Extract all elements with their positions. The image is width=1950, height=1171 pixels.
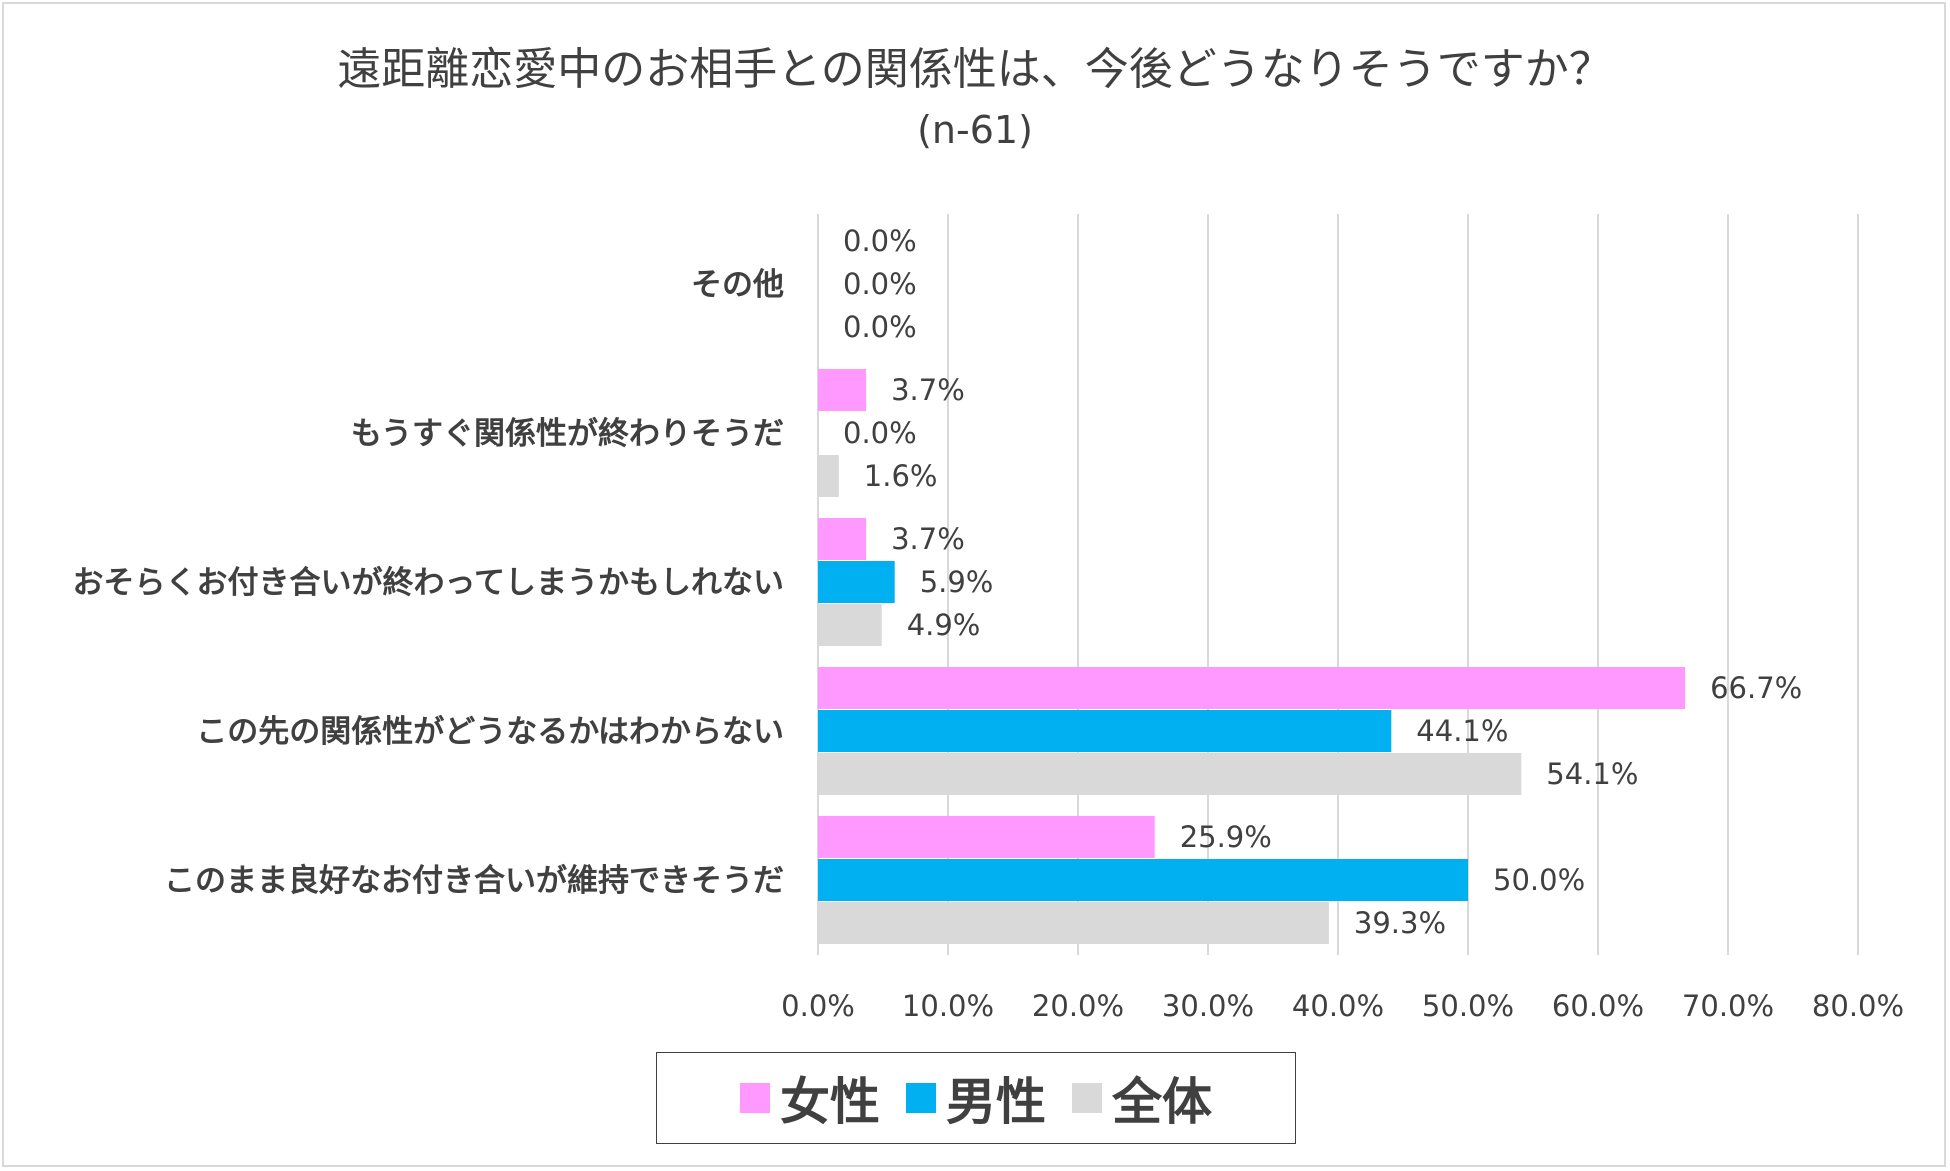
data-label: 0.0% xyxy=(843,416,917,450)
x-tick-label: 60.0% xyxy=(1552,989,1644,1023)
data-label: 44.1% xyxy=(1416,714,1508,748)
bar xyxy=(818,604,882,646)
legend-swatch-total xyxy=(1072,1083,1102,1113)
x-tick-label: 70.0% xyxy=(1682,989,1774,1023)
category-label: おそらくお付き合いが終わってしまうかもしれない xyxy=(73,565,784,601)
x-tick-label: 10.0% xyxy=(902,989,994,1023)
bar-chart: 0.0% 0.0% 0.0% 3.7% 0.0% 1.6% 3.7% 5.9% 4.9% 66.7… xyxy=(73,214,1904,1023)
data-label: 66.7% xyxy=(1710,671,1802,705)
data-label: 0.0% xyxy=(843,267,917,301)
x-tick-label: 20.0% xyxy=(1032,989,1124,1023)
legend: 女性 男性 全体 xyxy=(656,1052,1296,1144)
category-label: この先の関係性がどうなるかはわからない xyxy=(196,714,784,750)
category-label: もうすぐ関係性が終わりそうだ xyxy=(351,416,784,452)
legend-item-total: 全体 xyxy=(1072,1062,1212,1134)
data-label: 50.0% xyxy=(1493,863,1585,897)
bar xyxy=(818,710,1392,752)
data-label: 39.3% xyxy=(1354,906,1446,940)
tick-labels: 0.0% 10.0% 20.0% 30.0% 40.0% 50.0% 60.0% 70.0% 8… xyxy=(781,989,1904,1023)
bar xyxy=(818,667,1686,709)
legend-label-male: 男性 xyxy=(946,1073,1046,1131)
legend-item-female: 女性 xyxy=(740,1062,880,1134)
bar xyxy=(818,455,839,497)
data-label: 5.9% xyxy=(920,565,994,599)
category-labels: その他もうすぐ関係性が終わりそうだおそらくお付き合いが終わってしまうかもしれない… xyxy=(73,267,784,899)
data-label: 4.9% xyxy=(907,608,981,642)
x-tick-label: 0.0% xyxy=(781,989,855,1023)
chart-subtitle: (n-61) xyxy=(917,108,1033,152)
x-tick-label: 80.0% xyxy=(1812,989,1904,1023)
bar xyxy=(818,369,867,411)
category-label: このまま良好なお付き合いが維持できそうだ xyxy=(164,863,784,899)
legend-label-total: 全体 xyxy=(1112,1073,1212,1131)
title-block: 遠距離恋愛中のお相手との関係性は、今後どうなりそうですか？ (n-61) xyxy=(0,38,1950,158)
legend-item-male: 男性 xyxy=(906,1062,1046,1134)
data-label: 54.1% xyxy=(1546,757,1638,791)
bar xyxy=(818,753,1522,795)
data-label: 0.0% xyxy=(843,224,917,258)
data-label: 0.0% xyxy=(843,310,917,344)
x-tick-label: 40.0% xyxy=(1292,989,1384,1023)
bars xyxy=(818,369,1686,944)
legend-swatch-male xyxy=(906,1083,936,1113)
x-tick-label: 30.0% xyxy=(1162,989,1254,1023)
bar xyxy=(818,902,1329,944)
legend-swatch-female xyxy=(740,1083,770,1113)
chart-title: 遠距離恋愛中のお相手との関係性は、今後どうなりそうですか？ xyxy=(337,44,1613,95)
category-label: その他 xyxy=(691,267,784,303)
data-label: 1.6% xyxy=(864,459,938,493)
value-labels: 0.0% 0.0% 0.0% 3.7% 0.0% 1.6% 3.7% 5.9% 4.9% 66.7… xyxy=(843,224,1802,940)
bar xyxy=(818,859,1468,901)
data-label: 3.7% xyxy=(891,522,965,556)
data-label: 25.9% xyxy=(1180,820,1272,854)
x-tick-label: 50.0% xyxy=(1422,989,1514,1023)
data-label: 3.7% xyxy=(891,373,965,407)
bar xyxy=(818,518,867,560)
bar xyxy=(818,816,1155,858)
bar xyxy=(818,561,895,603)
legend-label-female: 女性 xyxy=(780,1073,880,1131)
